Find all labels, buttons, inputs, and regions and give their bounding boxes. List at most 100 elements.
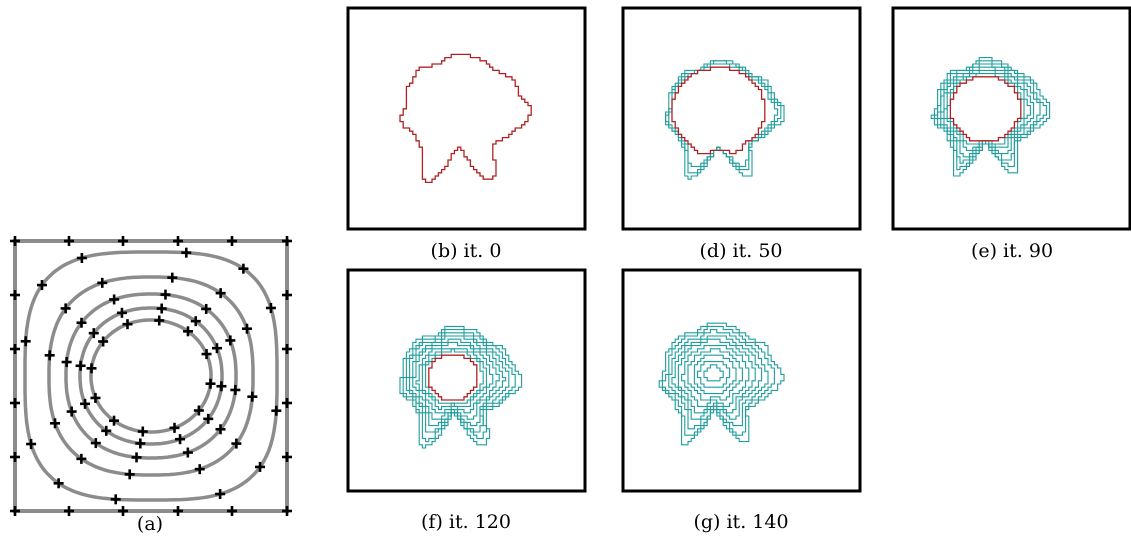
panel-d-frame (621, 6, 862, 231)
plus-marker (169, 422, 180, 433)
previous-contour (681, 345, 750, 407)
plus-marker (255, 461, 266, 472)
plus-marker (225, 335, 236, 346)
previous-contour (940, 66, 1035, 158)
plus-marker (110, 494, 121, 505)
previous-contour (946, 73, 1025, 145)
current-contour (399, 53, 532, 184)
plus-marker (201, 349, 212, 360)
panel-f-contours (399, 325, 523, 449)
previous-contour (661, 325, 775, 436)
panel-a-grid-diagram: (a) (10, 236, 292, 535)
grid-ring (78, 306, 224, 446)
previous-contour (930, 57, 1051, 177)
plus-marker (118, 236, 128, 246)
plus-marker (64, 236, 74, 246)
plus-marker (80, 398, 91, 409)
panel-f-frame (346, 268, 587, 493)
plus-marker (26, 439, 37, 450)
plus-marker (97, 277, 108, 288)
plus-marker (194, 464, 205, 475)
plus-marker (156, 303, 167, 314)
plus-marker (20, 336, 31, 347)
plus-marker (53, 478, 64, 489)
plus-marker (137, 426, 148, 437)
current-contour (428, 354, 478, 401)
current-contour (949, 76, 1022, 142)
plus-marker (44, 350, 55, 361)
plus-marker (282, 506, 292, 516)
plus-marker (241, 323, 252, 334)
plus-marker (193, 405, 204, 416)
plus-marker (76, 453, 87, 464)
previous-contour (425, 348, 484, 404)
plus-marker (205, 378, 216, 389)
plus-marker (10, 398, 20, 408)
previous-contour (677, 338, 756, 414)
plus-marker (160, 289, 171, 300)
panel-d: (d) it. 50 (621, 6, 862, 262)
plus-marker (50, 418, 61, 429)
plus-marker (167, 272, 178, 283)
caption-d: (d) it. 50 (700, 240, 783, 262)
plus-marker (64, 506, 74, 516)
panel-f: (f) it. 120 (346, 268, 587, 533)
plus-marker (182, 326, 193, 337)
plus-marker (76, 317, 87, 328)
plus-marker (282, 290, 292, 300)
plus-marker (135, 438, 146, 449)
panel-b: (b) it. 0 (346, 6, 587, 262)
plus-marker (216, 381, 227, 392)
plus-marker (215, 489, 226, 500)
caption-f: (f) it. 120 (421, 511, 511, 533)
previous-contour (937, 63, 1041, 164)
plus-marker (36, 280, 47, 291)
previous-contour (405, 332, 510, 433)
plus-marker (227, 506, 237, 516)
previous-contour (693, 354, 737, 395)
previous-contour (421, 348, 487, 411)
grid-ring (64, 292, 238, 460)
panel-b-contours (399, 53, 532, 184)
plus-marker (181, 247, 192, 258)
plus-marker (10, 290, 20, 300)
plus-marker (90, 392, 101, 403)
previous-contour (668, 329, 769, 430)
caption-g: (g) it. 140 (693, 511, 788, 533)
panel-g-frame (621, 268, 862, 493)
plus-marker (154, 315, 165, 326)
plus-marker (282, 236, 292, 246)
panel-a-rings (23, 250, 279, 502)
grid-ring (47, 275, 255, 477)
plus-marker (175, 434, 186, 445)
plus-marker (10, 452, 20, 462)
plus-marker (61, 357, 72, 368)
previous-contour (665, 60, 785, 180)
panel-a-markers (10, 236, 292, 516)
plus-marker (282, 398, 292, 408)
previous-contour (412, 338, 500, 420)
previous-contour (402, 329, 516, 443)
previous-contour (399, 325, 523, 449)
caption-b: (b) it. 0 (431, 240, 502, 262)
caption-a: (a) (137, 513, 163, 535)
previous-contour (943, 69, 1031, 151)
panel-e-frame (891, 6, 1131, 231)
plus-marker (182, 447, 193, 458)
plus-marker (88, 328, 99, 339)
plus-marker (271, 405, 282, 416)
previous-contour (671, 335, 763, 420)
plus-marker (247, 391, 258, 402)
plus-marker (265, 302, 276, 313)
plus-marker (173, 236, 183, 246)
panel-g: (g) it. 140 (621, 268, 862, 533)
plus-marker (201, 303, 212, 314)
plus-marker (109, 415, 120, 426)
grid-ring (89, 318, 213, 434)
plus-marker (131, 452, 142, 463)
plus-marker (90, 438, 101, 449)
plus-marker (215, 288, 226, 299)
previous-contour (687, 348, 743, 401)
panel-g-contours (658, 322, 785, 446)
